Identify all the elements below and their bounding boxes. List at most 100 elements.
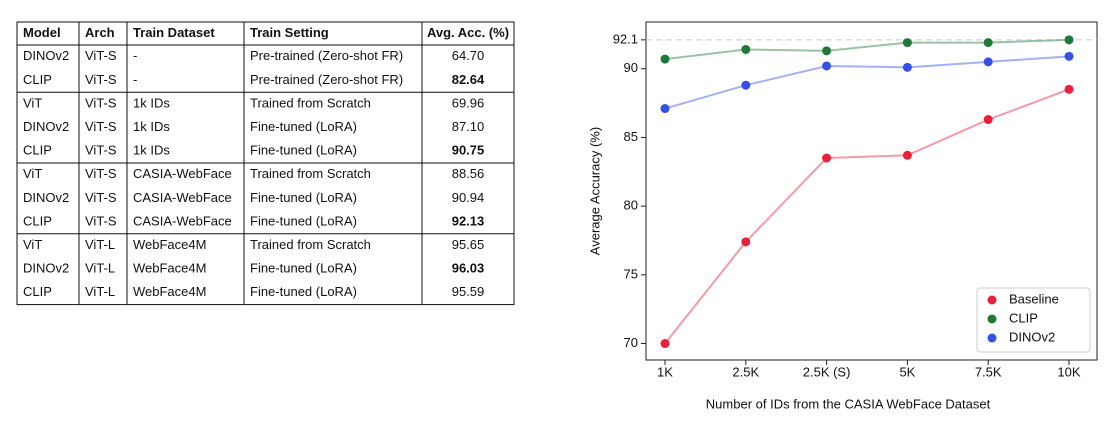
legend-box bbox=[976, 287, 1091, 353]
table-header: Model bbox=[23, 25, 61, 40]
data-point bbox=[741, 80, 751, 90]
x-tick-label: 2.5K (S) bbox=[803, 364, 851, 379]
table-cell: 69.96 bbox=[452, 95, 485, 110]
x-axis-label: Number of IDs from the CASIA WebFace Dat… bbox=[706, 396, 991, 411]
table-cell: Fine-tuned (LoRA) bbox=[250, 213, 357, 228]
table-cell: Fine-tuned (LoRA) bbox=[250, 143, 357, 158]
legend-marker bbox=[987, 314, 997, 324]
table-cell: CLIP bbox=[23, 284, 52, 299]
data-point bbox=[983, 57, 993, 67]
table-cell: ViT-S bbox=[85, 95, 117, 110]
table-cell: - bbox=[133, 48, 137, 63]
table-cell: ViT-L bbox=[85, 261, 115, 276]
table-cell: 95.65 bbox=[452, 237, 485, 252]
table-cell: ViT-S bbox=[85, 143, 117, 158]
x-tick-label: 10K bbox=[1057, 364, 1080, 379]
table-cell: Fine-tuned (LoRA) bbox=[250, 284, 357, 299]
y-tick-label: 85 bbox=[624, 129, 638, 144]
series-line bbox=[664, 55, 1070, 110]
data-point bbox=[660, 339, 670, 349]
legend-marker bbox=[987, 295, 997, 305]
table-cell: 1k IDs bbox=[133, 95, 170, 110]
table-cell: WebFace4M bbox=[133, 261, 206, 276]
data-point bbox=[1064, 35, 1074, 45]
legend-label: CLIP bbox=[1009, 310, 1038, 325]
table-cell: ViT-S bbox=[85, 72, 117, 87]
data-point bbox=[741, 237, 751, 247]
table-cell: 95.59 bbox=[452, 284, 485, 299]
table-cell: ViT-S bbox=[85, 166, 117, 181]
x-tick-label: 7.5K bbox=[975, 364, 1002, 379]
data-point bbox=[983, 38, 993, 48]
table-cell: 96.03 bbox=[452, 261, 485, 276]
table-cell: 92.13 bbox=[452, 213, 485, 228]
table-cell: ViT-S bbox=[85, 119, 117, 134]
y-tick-label: 70 bbox=[624, 335, 638, 350]
table-cell: 88.56 bbox=[452, 166, 485, 181]
data-point bbox=[741, 44, 751, 54]
table-cell: Fine-tuned (LoRA) bbox=[250, 190, 357, 205]
table-cell: ViT bbox=[23, 237, 42, 252]
table-cell: - bbox=[133, 72, 137, 87]
table-cell: Pre-trained (Zero-shot FR) bbox=[250, 72, 403, 87]
series-line bbox=[664, 38, 1070, 61]
table-cell: ViT-S bbox=[85, 48, 117, 63]
table-cell: Trained from Scratch bbox=[250, 237, 371, 252]
table-cell: ViT-S bbox=[85, 213, 117, 228]
data-point bbox=[660, 54, 670, 64]
table-cell: Trained from Scratch bbox=[250, 95, 371, 110]
y-axis-label: Average Accuracy (%) bbox=[587, 127, 602, 255]
legend-label: DINOv2 bbox=[1009, 329, 1055, 344]
table-cell: DINOv2 bbox=[23, 119, 69, 134]
series-line bbox=[664, 88, 1070, 345]
y-tick-label: 80 bbox=[624, 198, 638, 213]
table-cell: 64.70 bbox=[452, 48, 485, 63]
x-tick-label: 1K bbox=[657, 364, 673, 379]
x-tick-label: 5K bbox=[899, 364, 915, 379]
table-cell: 87.10 bbox=[452, 119, 485, 134]
table-cell: DINOv2 bbox=[23, 261, 69, 276]
table-cell: 90.94 bbox=[452, 190, 485, 205]
table-cell: CLIP bbox=[23, 72, 52, 87]
table-cell: 90.75 bbox=[452, 143, 485, 158]
table-header: Avg. Acc. (%) bbox=[427, 25, 509, 40]
table-cell: Fine-tuned (LoRA) bbox=[250, 261, 357, 276]
data-point bbox=[822, 61, 832, 71]
data-point bbox=[983, 115, 993, 125]
data-point bbox=[822, 46, 832, 56]
table-cell: CASIA-WebFace bbox=[133, 190, 232, 205]
data-point bbox=[1064, 84, 1074, 94]
y-tick-label: 75 bbox=[624, 266, 638, 281]
table-cell: CASIA-WebFace bbox=[133, 166, 232, 181]
table-cell: ViT-L bbox=[85, 284, 115, 299]
table-cell: 1k IDs bbox=[133, 143, 170, 158]
y-tick-label: 90 bbox=[624, 60, 638, 75]
table-cell: 1k IDs bbox=[133, 119, 170, 134]
table-cell: ViT bbox=[23, 166, 42, 181]
table-cell: CLIP bbox=[23, 143, 52, 158]
table-cell: CASIA-WebFace bbox=[133, 213, 232, 228]
table-cell: DINOv2 bbox=[23, 48, 69, 63]
x-tick-label: 2.5K bbox=[732, 364, 759, 379]
table-cell: Fine-tuned (LoRA) bbox=[250, 119, 357, 134]
table-cell: ViT bbox=[23, 95, 42, 110]
table-cell: ViT-L bbox=[85, 237, 115, 252]
data-point bbox=[1064, 51, 1074, 61]
data-point bbox=[902, 62, 912, 72]
data-point bbox=[660, 104, 670, 114]
data-point bbox=[902, 38, 912, 48]
table-cell: Pre-trained (Zero-shot FR) bbox=[250, 48, 403, 63]
data-point bbox=[902, 150, 912, 160]
table-cell: ViT-S bbox=[85, 190, 117, 205]
y-tick-label: 92.1 bbox=[613, 31, 638, 46]
data-point bbox=[822, 153, 832, 163]
table-header: Train Dataset bbox=[133, 25, 215, 40]
table-cell: WebFace4M bbox=[133, 284, 206, 299]
table-cell: DINOv2 bbox=[23, 190, 69, 205]
table-header: Arch bbox=[85, 25, 115, 40]
table-cell: 82.64 bbox=[452, 72, 485, 87]
table-cell: Trained from Scratch bbox=[250, 166, 371, 181]
table-cell: WebFace4M bbox=[133, 237, 206, 252]
